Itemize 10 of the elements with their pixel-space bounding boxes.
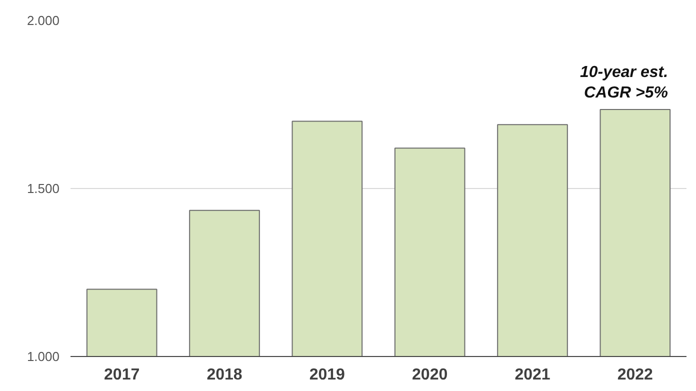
y-tick-label: 1.500 bbox=[26, 181, 60, 196]
x-tick-label: 2019 bbox=[309, 366, 346, 384]
annotation: 10-year est. CAGR >5% bbox=[580, 64, 668, 102]
y-tick-label: 2.000 bbox=[26, 13, 60, 28]
y-tick-label: 1.000 bbox=[26, 349, 60, 364]
x-tick-label: 2022 bbox=[617, 366, 654, 384]
x-tick-label: 2018 bbox=[206, 366, 242, 384]
x-tick-label: 2020 bbox=[412, 366, 448, 384]
x-tick-label: 2021 bbox=[514, 366, 550, 384]
x-tick-label: 2017 bbox=[104, 366, 140, 384]
